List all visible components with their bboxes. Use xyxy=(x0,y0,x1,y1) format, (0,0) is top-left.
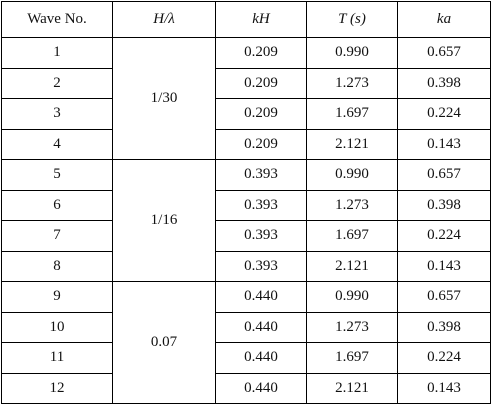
kh-cell: 0.393 xyxy=(215,189,307,221)
period-cell: 1.273 xyxy=(306,67,398,99)
table-row: 9 0.07 0.440 0.990 0.657 xyxy=(1,281,491,404)
kh-cell: 0.209 xyxy=(215,128,307,160)
ka-cell: 0.657 xyxy=(397,37,491,69)
ka-cell: 0.143 xyxy=(397,372,491,404)
wave-number: 12 xyxy=(1,372,113,404)
wave-number: 9 xyxy=(1,281,113,313)
period-cell: 0.990 xyxy=(306,159,398,191)
ka-cell: 0.398 xyxy=(397,67,491,99)
period-cell: 1.697 xyxy=(306,98,398,130)
kh-cell: 0.393 xyxy=(215,159,307,191)
table-row: 4 0.209 2.121 0.143 xyxy=(1,128,491,160)
wave-number: 11 xyxy=(1,342,113,374)
kh-cell: 0.440 xyxy=(215,372,307,404)
ratio-cell: 1/16 xyxy=(112,159,216,282)
period-cell: 0.990 xyxy=(306,281,398,313)
kh-cell: 0.393 xyxy=(215,250,307,282)
kh-cell: 0.209 xyxy=(215,37,307,69)
wave-number: 2 xyxy=(1,67,113,99)
ka-cell: 0.143 xyxy=(397,128,491,160)
period-cell: 2.121 xyxy=(306,128,398,160)
wave-number: 3 xyxy=(1,98,113,130)
kh-cell: 0.393 xyxy=(215,220,307,252)
header-cell: T (s) xyxy=(306,1,398,38)
ka-cell: 0.657 xyxy=(397,281,491,313)
wave-number: 6 xyxy=(1,189,113,221)
wave-number: 10 xyxy=(1,311,113,343)
kh-cell: 0.440 xyxy=(215,281,307,313)
wave-number: 5 xyxy=(1,159,113,191)
kh-cell: 0.209 xyxy=(215,98,307,130)
wave-number: 1 xyxy=(1,37,113,69)
wave-number: 7 xyxy=(1,220,113,252)
table-row: 3 0.209 1.697 0.224 xyxy=(1,98,491,130)
table-row: 12 0.440 2.121 0.143 xyxy=(1,372,491,404)
ka-cell: 0.398 xyxy=(397,311,491,343)
period-cell: 1.273 xyxy=(306,189,398,221)
period-cell: 1.697 xyxy=(306,342,398,374)
header-cell: kH xyxy=(215,1,307,38)
header-cell: H/λ xyxy=(112,1,216,38)
period-cell: 2.121 xyxy=(306,372,398,404)
ka-cell: 0.224 xyxy=(397,98,491,130)
ratio-cell: 0.07 xyxy=(112,281,216,404)
table-row: 8 0.393 2.121 0.143 xyxy=(1,250,491,282)
table-body: 1 1/30 0.209 0.990 0.657 2 0.209 1.273 0.398 3 0.2… xyxy=(1,37,491,404)
table-row: 5 1/16 0.393 0.990 0.657 xyxy=(1,159,491,282)
table-row: 1 1/30 0.209 0.990 0.657 xyxy=(1,37,491,160)
ka-cell: 0.224 xyxy=(397,342,491,374)
table-row: 2 0.209 1.273 0.398 xyxy=(1,67,491,99)
kh-cell: 0.440 xyxy=(215,311,307,343)
table-row: 10 0.440 1.273 0.398 xyxy=(1,311,491,343)
period-cell: 1.697 xyxy=(306,220,398,252)
header-cell: Wave No. xyxy=(1,1,113,38)
table-row: 7 0.393 1.697 0.224 xyxy=(1,220,491,252)
period-cell: 1.273 xyxy=(306,311,398,343)
ka-cell: 0.143 xyxy=(397,250,491,282)
period-cell: 0.990 xyxy=(306,37,398,69)
kh-cell: 0.440 xyxy=(215,342,307,374)
wave-number: 4 xyxy=(1,128,113,160)
table-row: 6 0.393 1.273 0.398 xyxy=(1,189,491,221)
ka-cell: 0.657 xyxy=(397,159,491,191)
ratio-cell: 1/30 xyxy=(112,37,216,160)
kh-cell: 0.209 xyxy=(215,67,307,99)
ka-cell: 0.224 xyxy=(397,220,491,252)
header-row: Wave No. H/λ kH T (s) ka xyxy=(1,1,491,38)
table-row: 11 0.440 1.697 0.224 xyxy=(1,342,491,374)
ka-cell: 0.398 xyxy=(397,189,491,221)
header-cell: ka xyxy=(397,1,491,38)
wave-number: 8 xyxy=(1,250,113,282)
period-cell: 2.121 xyxy=(306,250,398,282)
